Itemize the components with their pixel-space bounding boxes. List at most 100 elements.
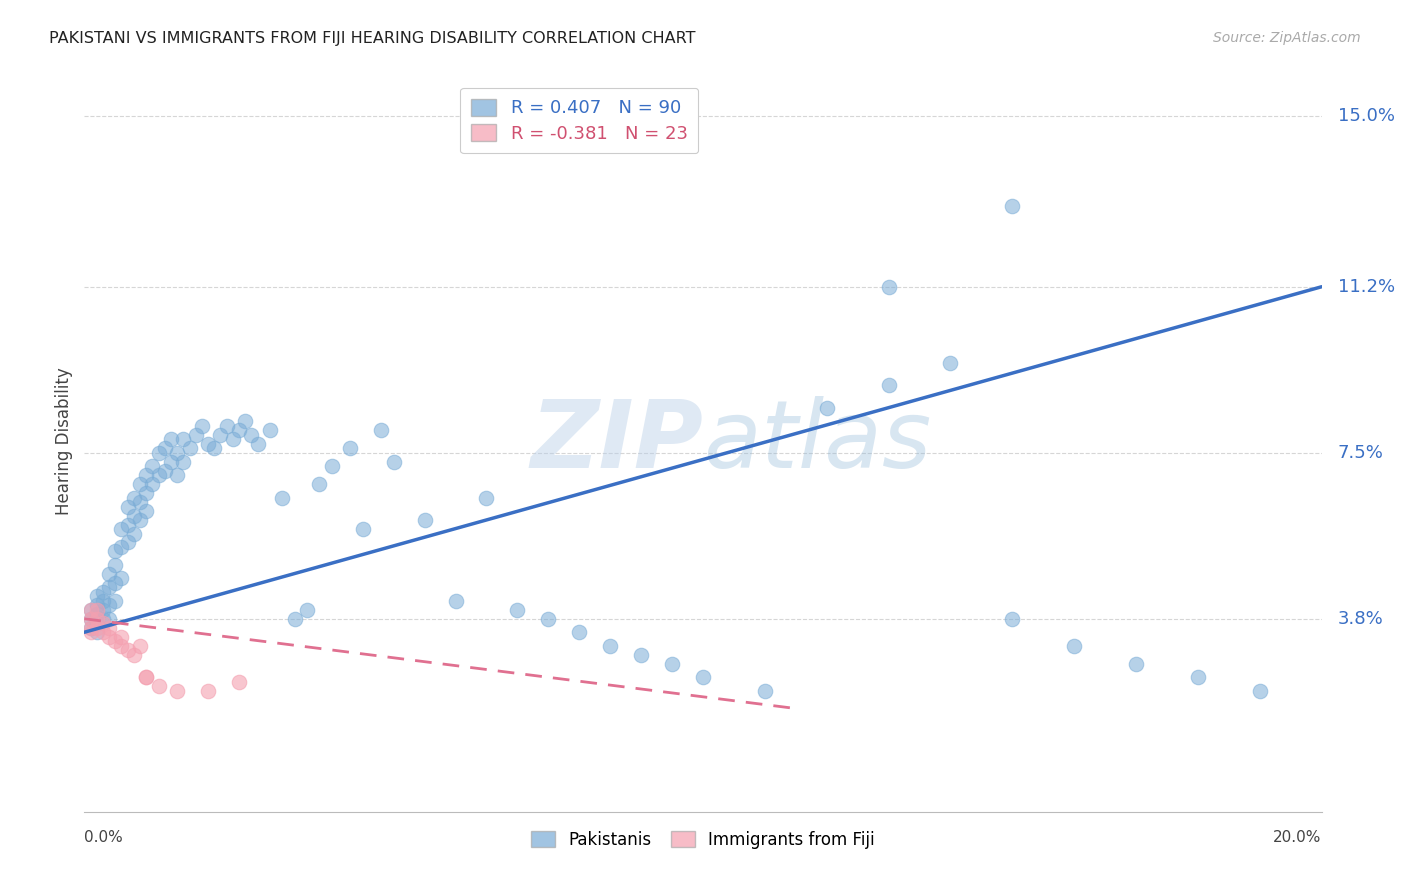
- Point: [153, 464, 176, 478]
- Point: [599, 639, 621, 653]
- Point: [110, 639, 132, 653]
- Point: [308, 477, 330, 491]
- Text: 11.2%: 11.2%: [1337, 277, 1395, 296]
- Point: [129, 495, 152, 509]
- Point: [104, 544, 127, 558]
- Point: [661, 657, 683, 671]
- Point: [86, 590, 108, 604]
- Point: [240, 427, 263, 442]
- Text: PAKISTANI VS IMMIGRANTS FROM FIJI HEARING DISABILITY CORRELATION CHART: PAKISTANI VS IMMIGRANTS FROM FIJI HEARIN…: [49, 31, 696, 46]
- Point: [215, 418, 238, 433]
- Point: [122, 508, 145, 523]
- Text: 20.0%: 20.0%: [1274, 830, 1322, 845]
- Point: [98, 612, 121, 626]
- Point: [117, 500, 139, 514]
- Text: 7.5%: 7.5%: [1337, 443, 1384, 462]
- Point: [172, 432, 194, 446]
- Point: [630, 648, 652, 662]
- Point: [98, 621, 121, 635]
- Text: 15.0%: 15.0%: [1337, 107, 1395, 125]
- Point: [141, 477, 163, 491]
- Point: [1001, 612, 1024, 626]
- Point: [692, 670, 714, 684]
- Point: [135, 504, 157, 518]
- Point: [246, 437, 269, 451]
- Point: [1125, 657, 1147, 671]
- Point: [110, 522, 132, 536]
- Point: [370, 423, 392, 437]
- Point: [91, 612, 114, 626]
- Point: [228, 423, 250, 437]
- Point: [117, 517, 139, 532]
- Point: [444, 594, 467, 608]
- Point: [79, 621, 101, 635]
- Y-axis label: Hearing Disability: Hearing Disability: [55, 368, 73, 516]
- Point: [86, 616, 108, 631]
- Point: [295, 603, 318, 617]
- Point: [141, 459, 163, 474]
- Point: [222, 432, 245, 446]
- Point: [79, 603, 101, 617]
- Point: [506, 603, 529, 617]
- Point: [129, 639, 152, 653]
- Text: 3.8%: 3.8%: [1337, 610, 1384, 628]
- Point: [160, 455, 183, 469]
- Point: [122, 526, 145, 541]
- Point: [91, 594, 114, 608]
- Point: [122, 648, 145, 662]
- Point: [122, 491, 145, 505]
- Point: [104, 575, 127, 590]
- Point: [815, 401, 838, 415]
- Point: [91, 625, 114, 640]
- Text: 0.0%: 0.0%: [84, 830, 124, 845]
- Point: [1001, 199, 1024, 213]
- Point: [79, 612, 101, 626]
- Text: ZIP: ZIP: [530, 395, 703, 488]
- Point: [148, 446, 170, 460]
- Point: [321, 459, 343, 474]
- Point: [877, 378, 900, 392]
- Point: [1187, 670, 1209, 684]
- Point: [91, 616, 114, 631]
- Point: [537, 612, 560, 626]
- Point: [166, 683, 188, 698]
- Point: [172, 455, 194, 469]
- Text: atlas: atlas: [703, 396, 931, 487]
- Point: [1063, 639, 1085, 653]
- Point: [110, 630, 132, 644]
- Point: [98, 599, 121, 613]
- Point: [339, 442, 361, 456]
- Point: [86, 612, 108, 626]
- Point: [259, 423, 281, 437]
- Point: [129, 513, 152, 527]
- Point: [475, 491, 498, 505]
- Point: [352, 522, 374, 536]
- Point: [91, 585, 114, 599]
- Point: [104, 634, 127, 648]
- Point: [79, 625, 101, 640]
- Point: [104, 594, 127, 608]
- Point: [129, 477, 152, 491]
- Point: [135, 670, 157, 684]
- Point: [148, 679, 170, 693]
- Point: [98, 566, 121, 581]
- Point: [233, 414, 256, 428]
- Point: [117, 643, 139, 657]
- Point: [1249, 683, 1271, 698]
- Point: [86, 603, 108, 617]
- Point: [135, 468, 157, 483]
- Point: [179, 442, 201, 456]
- Point: [191, 418, 214, 433]
- Point: [86, 621, 108, 635]
- Legend: Pakistanis, Immigrants from Fiji: Pakistanis, Immigrants from Fiji: [524, 824, 882, 855]
- Point: [117, 535, 139, 549]
- Point: [86, 625, 108, 640]
- Point: [79, 603, 101, 617]
- Point: [413, 513, 436, 527]
- Text: Source: ZipAtlas.com: Source: ZipAtlas.com: [1213, 31, 1361, 45]
- Point: [197, 683, 219, 698]
- Point: [135, 486, 157, 500]
- Point: [79, 621, 101, 635]
- Point: [166, 446, 188, 460]
- Point: [271, 491, 294, 505]
